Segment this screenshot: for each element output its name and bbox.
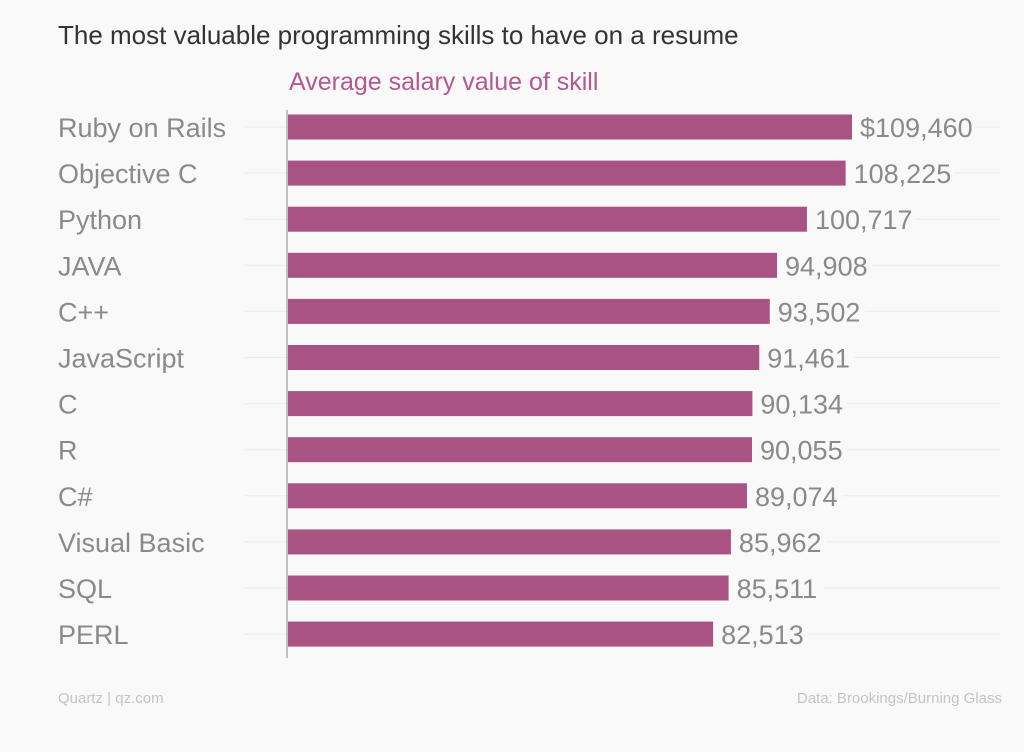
value-label: 85,962 bbox=[739, 528, 822, 558]
category-label: C++ bbox=[58, 297, 109, 327]
category-label: Visual Basic bbox=[58, 528, 205, 558]
value-label: 82,513 bbox=[721, 620, 804, 650]
category-label: Python bbox=[58, 205, 142, 235]
bar bbox=[288, 160, 846, 186]
value-label: $109,460 bbox=[860, 113, 973, 143]
bar bbox=[288, 345, 760, 370]
bar bbox=[288, 529, 731, 555]
value-label: 89,074 bbox=[755, 482, 838, 512]
category-label: PERL bbox=[58, 620, 129, 650]
category-label: SQL bbox=[58, 574, 112, 604]
category-label: Objective C bbox=[58, 159, 198, 189]
value-label: 85,511 bbox=[737, 574, 818, 604]
bar bbox=[288, 437, 753, 463]
bar bbox=[288, 391, 753, 417]
category-label: JavaScript bbox=[58, 344, 185, 374]
category-label: Ruby on Rails bbox=[58, 113, 226, 143]
bar bbox=[288, 483, 747, 509]
category-label: C bbox=[58, 390, 78, 420]
value-label: 94,908 bbox=[785, 251, 868, 281]
bar bbox=[288, 621, 714, 647]
chart-subtitle: Average salary value of skill bbox=[289, 68, 599, 96]
category-label: C# bbox=[58, 482, 93, 512]
category-label: JAVA bbox=[58, 251, 122, 281]
value-label: 93,502 bbox=[778, 297, 861, 327]
bar bbox=[288, 575, 729, 601]
chart-title: The most valuable programming skills to … bbox=[58, 20, 739, 50]
category-label: R bbox=[58, 436, 78, 466]
data-source: Data: Brookings/Burning Glass bbox=[796, 690, 1002, 707]
bar bbox=[288, 252, 778, 278]
value-label: 100,717 bbox=[815, 205, 913, 235]
bar bbox=[288, 114, 852, 140]
value-label: 90,055 bbox=[760, 436, 843, 466]
bar bbox=[288, 298, 770, 324]
value-label: 108,225 bbox=[854, 159, 952, 189]
value-label: 91,461 bbox=[767, 344, 850, 374]
bar bbox=[288, 206, 807, 232]
source-credit: Quartz | qz.com bbox=[58, 690, 164, 707]
value-label: 90,134 bbox=[760, 390, 843, 420]
